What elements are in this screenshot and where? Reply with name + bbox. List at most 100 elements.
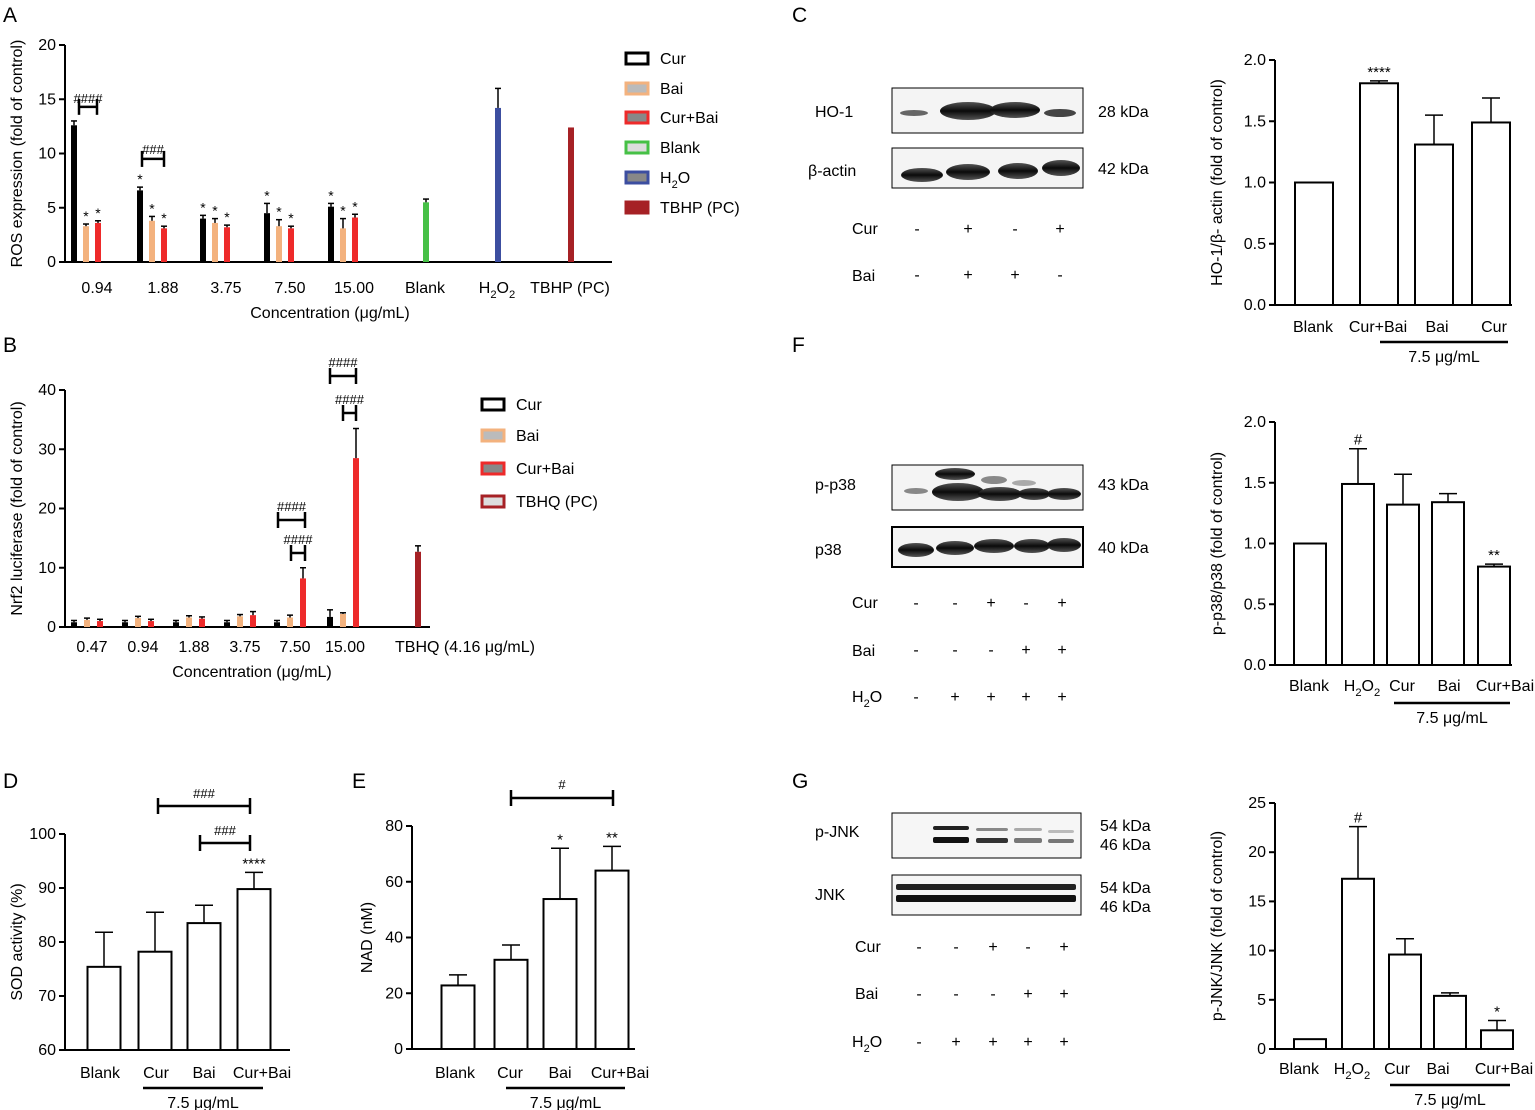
- x-tick-label-f: Cur+Bai: [1476, 678, 1534, 695]
- group-label-f: 7.5 μg/mL: [1416, 710, 1488, 727]
- y-tick-label-b: 30: [38, 441, 56, 458]
- x-tick-label-g: Cur: [1384, 1061, 1410, 1078]
- legend-a-cur: Cur: [660, 51, 686, 68]
- bar-a-cur: [200, 218, 206, 262]
- x-tick-label-e: Blank: [435, 1065, 476, 1082]
- x-tick-label-b: 0.47: [76, 639, 107, 656]
- y-tick-label-b: 0: [47, 619, 56, 636]
- sig-mark-a: *: [212, 203, 218, 219]
- bar-b-curbai: [353, 458, 359, 627]
- bar-e: [440, 984, 476, 1051]
- y-tick-label-d: 90: [38, 880, 56, 897]
- bar-f: [1293, 542, 1327, 666]
- x-tick-label-e: Cur: [497, 1065, 523, 1082]
- blot-f-row-pp38: p-p38: [815, 477, 856, 494]
- bar-c: [1294, 181, 1334, 306]
- y-tick-label-a: 10: [38, 146, 56, 163]
- blot-f-band: [974, 539, 1014, 553]
- blot-f-band: [981, 476, 1007, 484]
- sig-mark-f: #: [1354, 432, 1363, 449]
- bar-a-blank: [423, 202, 429, 262]
- x-tick-label-b: 1.88: [178, 639, 209, 656]
- panel-label-g: G: [792, 770, 808, 793]
- legend-b-swatch-tbhq: [480, 494, 506, 509]
- blot-f-sign: -: [952, 595, 957, 612]
- y-tick-label-d: 100: [29, 826, 56, 843]
- y-tick-label-a: 20: [38, 37, 56, 54]
- sig-label-b: ####: [335, 392, 365, 407]
- sig-mark-g: *: [1494, 1003, 1500, 1020]
- bar-a-curbai: [95, 222, 101, 262]
- blot-g-pjnk-frame: [891, 812, 1082, 859]
- y-tick-label-a: 15: [38, 91, 56, 108]
- panel-label-a: A: [3, 4, 17, 27]
- blot-g-sign: -: [916, 939, 921, 956]
- x-tick-label-a: TBHP (PC): [530, 280, 610, 297]
- x-tick-label-a: Blank: [405, 280, 446, 297]
- bar-a-curbai: [161, 228, 167, 262]
- blot-g-sign: +: [1023, 986, 1032, 1003]
- blot-f-sign: +: [986, 595, 995, 612]
- bar-b-tbhqpc: [415, 551, 421, 627]
- legend-b-curbai: Cur+Bai: [516, 461, 574, 478]
- blot-g-sign: +: [988, 1034, 997, 1051]
- blot-g-treat-label: Cur: [855, 939, 881, 956]
- chart-d-sod: 60 70 80 90 100 SOD activity (%) **** Blank Cur B…: [9, 786, 291, 1110]
- y-tick-label-b: 20: [38, 501, 56, 518]
- x-tick-label-f: Bai: [1437, 678, 1460, 695]
- bar-b-curbai: [300, 578, 306, 627]
- panel-label-d: D: [3, 770, 18, 793]
- blot-f-sign: -: [952, 642, 957, 659]
- blot-g-treat-label: Bai: [855, 986, 878, 1003]
- x-tick-label-g: H2O2: [1334, 1061, 1370, 1082]
- y-tick-label-c: 1.0: [1244, 175, 1266, 192]
- blot-f-band: [936, 541, 974, 555]
- blot-g-kda: 46 kDa: [1100, 837, 1151, 854]
- blot-f-sign: -: [913, 689, 918, 706]
- panel-label-f: F: [792, 334, 805, 357]
- bar-d: [186, 922, 222, 1051]
- sig-label-d: ###: [214, 823, 236, 838]
- bar-e: [594, 869, 630, 1050]
- legend-b-swatch-bai: [480, 428, 506, 443]
- blot-g-band: [933, 826, 969, 830]
- blot-f-band: [932, 483, 984, 501]
- blot-f-band: [904, 488, 928, 494]
- group-label-g: 7.5 μg/mL: [1414, 1092, 1486, 1109]
- legend-a-blank: Blank: [660, 140, 701, 157]
- legend-b-tbhq: TBHQ (PC): [516, 494, 598, 511]
- y-axis-label-f: p-p38/p38 (fold of control): [1209, 452, 1226, 635]
- blot-g-kda: 54 kDa: [1100, 818, 1151, 835]
- bar-c: [1471, 121, 1511, 306]
- blot-g-sign: -: [916, 1034, 921, 1051]
- sig-mark-g: #: [1354, 810, 1363, 827]
- y-tick-label-b: 10: [38, 560, 56, 577]
- x-tick-label-a: 3.75: [210, 280, 241, 297]
- x-tick-label-b: 0.94: [127, 639, 158, 656]
- sig-mark-a: *: [276, 204, 282, 220]
- bar-b-bai: [135, 618, 141, 627]
- sig-mark-a: *: [161, 210, 167, 226]
- blot-c-band: [940, 102, 996, 120]
- y-tick-label-d: 70: [38, 988, 56, 1005]
- y-tick-label-f: 0.5: [1244, 596, 1266, 613]
- x-tick-label-b: TBHQ (4.16 μg/mL): [395, 639, 535, 656]
- sig-mark-a: *: [200, 199, 206, 215]
- x-tick-label-d: Blank: [80, 1065, 121, 1082]
- blot-c-kda: 28 kDa: [1098, 104, 1149, 121]
- blot-g-sign: +: [1059, 939, 1068, 956]
- x-tick-label-d: Bai: [192, 1065, 215, 1082]
- bar-a-cur: [71, 125, 77, 262]
- blot-f-treat-label: Cur: [852, 595, 878, 612]
- blot-f-band: [1012, 480, 1036, 486]
- blot-g-kda: 54 kDa: [1100, 880, 1151, 897]
- blot-f-band: [978, 487, 1022, 501]
- blot-f-sign: -: [1023, 595, 1028, 612]
- bar-a-tbhppc: [568, 127, 574, 263]
- x-tick-label-b: 7.50: [279, 639, 310, 656]
- blot-f-band: [935, 468, 975, 480]
- y-tick-label-c: 0.0: [1244, 297, 1266, 314]
- x-tick-label-b: 15.00: [325, 639, 365, 656]
- blot-g-row-pjnk: p-JNK: [815, 824, 860, 841]
